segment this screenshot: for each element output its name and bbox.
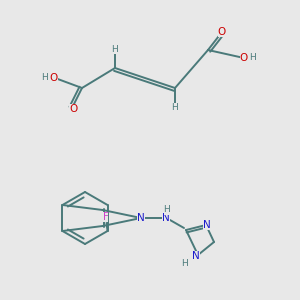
- Text: H: H: [42, 74, 48, 82]
- Text: O: O: [50, 73, 58, 83]
- Text: H: H: [172, 103, 178, 112]
- Text: N: N: [162, 213, 170, 223]
- Text: F: F: [103, 212, 109, 222]
- Text: N: N: [137, 213, 145, 223]
- Text: N: N: [203, 220, 211, 230]
- Text: O: O: [218, 27, 226, 37]
- Text: O: O: [240, 53, 248, 63]
- Text: O: O: [69, 104, 77, 114]
- Text: H: H: [164, 206, 170, 214]
- Text: H: H: [250, 53, 256, 62]
- Text: H: H: [112, 44, 118, 53]
- Text: N: N: [192, 251, 200, 261]
- Text: H: H: [182, 259, 188, 268]
